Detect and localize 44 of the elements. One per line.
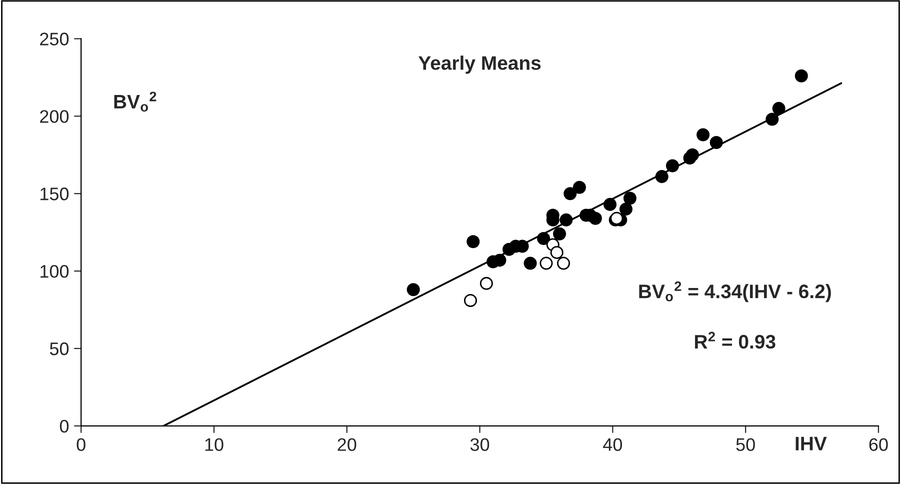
annotation: BV$_{o}$$^{2}$ = 4.34(IHV - 6.2) — [639, 281, 831, 302]
point — [604, 198, 617, 211]
text: Yearly Means — [418, 56, 541, 74]
point — [524, 256, 537, 270]
point — [655, 170, 668, 184]
y-axis-title: BV$_{o}$$^{2}$ — [114, 92, 156, 112]
point — [772, 102, 786, 115]
point — [464, 294, 477, 307]
point — [619, 202, 632, 216]
point — [560, 213, 573, 226]
y-tick-label: 0 — [60, 420, 69, 433]
point — [540, 256, 553, 270]
x-tick-label: 50 — [736, 438, 755, 451]
y-tick-label: 50 — [50, 342, 69, 356]
x-tick-label: 60 — [869, 438, 888, 451]
x-tick-label: 40 — [603, 438, 622, 451]
point — [666, 159, 679, 172]
point — [588, 212, 602, 225]
point — [766, 112, 779, 126]
point — [572, 180, 586, 194]
point — [480, 276, 493, 290]
x-tick-label: 10 — [205, 438, 224, 451]
point — [550, 246, 564, 259]
point — [553, 227, 566, 240]
y-tick-label: 150 — [40, 188, 69, 200]
point — [686, 148, 699, 162]
point — [794, 69, 808, 82]
x-axis-title: IHV — [796, 436, 827, 450]
point — [696, 128, 710, 142]
x-tick-label: 0 — [76, 438, 86, 451]
point — [493, 254, 506, 267]
point — [406, 283, 420, 296]
point — [623, 192, 636, 205]
annotation: R$^{2}$ = 0.93 — [695, 332, 776, 349]
point — [710, 136, 723, 149]
point — [557, 256, 570, 270]
y-tick-label: 100 — [40, 264, 69, 278]
point — [466, 235, 480, 248]
point — [537, 232, 550, 246]
x-tick-label: 20 — [338, 438, 356, 451]
x-tick-label: 30 — [470, 438, 490, 451]
y-tick-label: 250 — [40, 32, 69, 46]
point — [564, 187, 577, 200]
y-tick-label: 200 — [40, 110, 69, 123]
